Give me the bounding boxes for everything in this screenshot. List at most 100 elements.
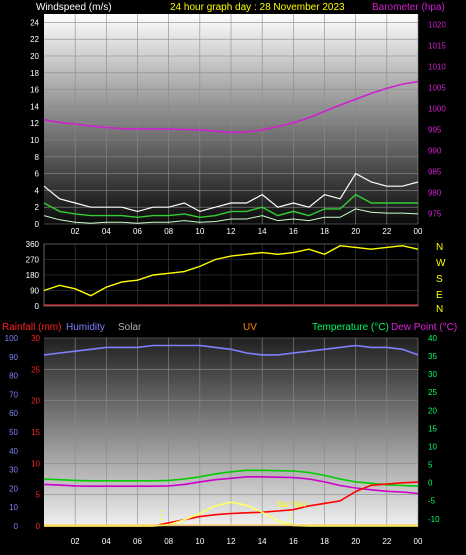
wind-y-tick: 14 xyxy=(30,102,39,111)
wind-x-tick: 22 xyxy=(382,227,391,236)
direction-letter-s: S xyxy=(436,274,443,285)
wind-x-tick: 14 xyxy=(258,227,267,236)
humidity-y-tick: 50 xyxy=(9,428,18,437)
rain-y-tick: 30 xyxy=(31,334,40,343)
climate-series-dew-point-c xyxy=(43,476,419,495)
barometer-y-tick: 1005 xyxy=(428,84,446,93)
climate-x-tick: 14 xyxy=(258,537,267,546)
wind-x-tick: 18 xyxy=(320,227,329,236)
wind-y-tick: 12 xyxy=(30,119,39,128)
temperature-y-tick: 0 xyxy=(428,479,433,488)
climate-x-tick: 12 xyxy=(227,537,236,546)
wind-x-tick: 00 xyxy=(414,227,423,236)
humidity-y-tick: 70 xyxy=(9,390,18,399)
humidity-y-tick: 20 xyxy=(9,484,18,493)
wind-x-tick: 08 xyxy=(164,227,173,236)
rain-y-tick: 0 xyxy=(36,522,41,531)
wind-x-tick: 04 xyxy=(102,227,111,236)
rain-y-tick: 10 xyxy=(31,459,40,468)
rainfall-label: Rainfall (mm) xyxy=(2,322,61,333)
wind-y-tick: 4 xyxy=(35,186,40,195)
climate-x-tick: 06 xyxy=(133,537,142,546)
chart-title: 24 hour graph day : 28 November 2023 xyxy=(170,2,345,13)
uv-label: UV xyxy=(243,322,257,333)
barometer-y-tick: 1015 xyxy=(428,42,446,51)
barometer-y-tick: 980 xyxy=(428,189,442,198)
climate-x-tick: 02 xyxy=(71,537,80,546)
temperature-y-tick: -5 xyxy=(428,497,436,506)
barometer-y-tick: 1020 xyxy=(428,21,446,30)
direction-letter-n-bottom: N xyxy=(436,304,443,315)
direction-letter-e: E xyxy=(436,290,443,301)
barometer-y-tick: 985 xyxy=(428,168,442,177)
temperature-y-tick: -10 xyxy=(428,515,440,524)
direction-y-tick: 270 xyxy=(26,256,40,265)
climate-series-temperature-c xyxy=(43,469,419,487)
temperature-y-tick: 25 xyxy=(428,388,437,397)
temperature-y-tick: 35 xyxy=(428,352,437,361)
humidity-y-tick: 10 xyxy=(9,503,18,512)
rain-y-tick: 20 xyxy=(31,397,40,406)
direction-y-tick: 90 xyxy=(30,287,39,296)
wind-x-tick: 12 xyxy=(227,227,236,236)
wind-y-tick: 2 xyxy=(35,203,40,212)
windspeed-label: Windspeed (m/s) xyxy=(36,2,112,13)
climate-x-tick: 20 xyxy=(351,537,360,546)
humidity-y-tick: 80 xyxy=(9,372,18,381)
temperature-y-tick: 20 xyxy=(428,406,437,415)
barometer-y-tick: 990 xyxy=(428,147,442,156)
wind-panel: 0246810121416182022249759809859909951000… xyxy=(30,14,446,236)
wind-y-tick: 6 xyxy=(35,170,40,179)
wind-x-tick: 06 xyxy=(133,227,142,236)
barometer-y-tick: 995 xyxy=(428,126,442,135)
rain-y-tick: 25 xyxy=(31,365,40,374)
barometer-label: Barometer (hpa) xyxy=(372,2,445,13)
wind-series-barometer-hpa xyxy=(43,80,419,134)
climate-x-tick: 04 xyxy=(102,537,111,546)
climate-x-tick: 16 xyxy=(289,537,298,546)
rain-y-tick: 15 xyxy=(31,428,40,437)
temperature-y-tick: 40 xyxy=(428,334,437,343)
humidity-y-tick: 100 xyxy=(5,334,19,343)
humidity-label: Humidity xyxy=(66,322,105,333)
wind-y-tick: 18 xyxy=(30,69,39,78)
humidity-y-tick: 90 xyxy=(9,353,18,362)
wind-y-tick: 24 xyxy=(30,18,39,27)
direction-letter-w: W xyxy=(436,258,446,269)
wind-y-tick: 0 xyxy=(35,220,40,229)
climate-x-tick: 00 xyxy=(414,537,423,546)
climate-panel: 0510152025300102030405060708090100-10-50… xyxy=(5,334,440,546)
direction-panel: 0 90 180 270 360 N W S E N xyxy=(26,240,446,315)
wind-y-tick: 8 xyxy=(35,153,40,162)
wind-y-tick: 16 xyxy=(30,86,39,95)
climate-x-tick: 22 xyxy=(382,537,391,546)
climate-x-tick: 08 xyxy=(164,537,173,546)
direction-y-tick: 0 xyxy=(35,302,40,311)
barometer-y-tick: 975 xyxy=(428,210,442,219)
direction-y-tick: 360 xyxy=(26,240,40,249)
direction-series xyxy=(43,244,419,297)
temperature-y-tick: 15 xyxy=(428,424,437,433)
humidity-y-tick: 30 xyxy=(9,466,18,475)
wind-y-tick: 10 xyxy=(30,136,39,145)
humidity-y-tick: 60 xyxy=(9,409,18,418)
wind-series-average xyxy=(43,193,418,219)
wind-x-tick: 02 xyxy=(71,227,80,236)
temperature-y-tick: 10 xyxy=(428,442,437,451)
dewpoint-label: Dew Point (°C) xyxy=(391,322,457,333)
wind-x-tick: 10 xyxy=(195,227,204,236)
barometer-y-tick: 1000 xyxy=(428,105,446,114)
sunset-label: Sun Set xyxy=(277,500,306,509)
climate-series-solar xyxy=(44,501,418,527)
climate-x-tick: 10 xyxy=(195,537,204,546)
temperature-y-tick: 30 xyxy=(428,370,437,379)
wind-x-tick: 20 xyxy=(351,227,360,236)
humidity-y-tick: 40 xyxy=(9,447,18,456)
climate-series-humidity xyxy=(43,344,419,356)
solar-label: Solar xyxy=(118,322,142,333)
wind-x-tick: 16 xyxy=(289,227,298,236)
wind-y-tick: 20 xyxy=(30,52,39,61)
barometer-y-tick: 1010 xyxy=(428,63,446,72)
humidity-y-tick: 0 xyxy=(14,522,19,531)
